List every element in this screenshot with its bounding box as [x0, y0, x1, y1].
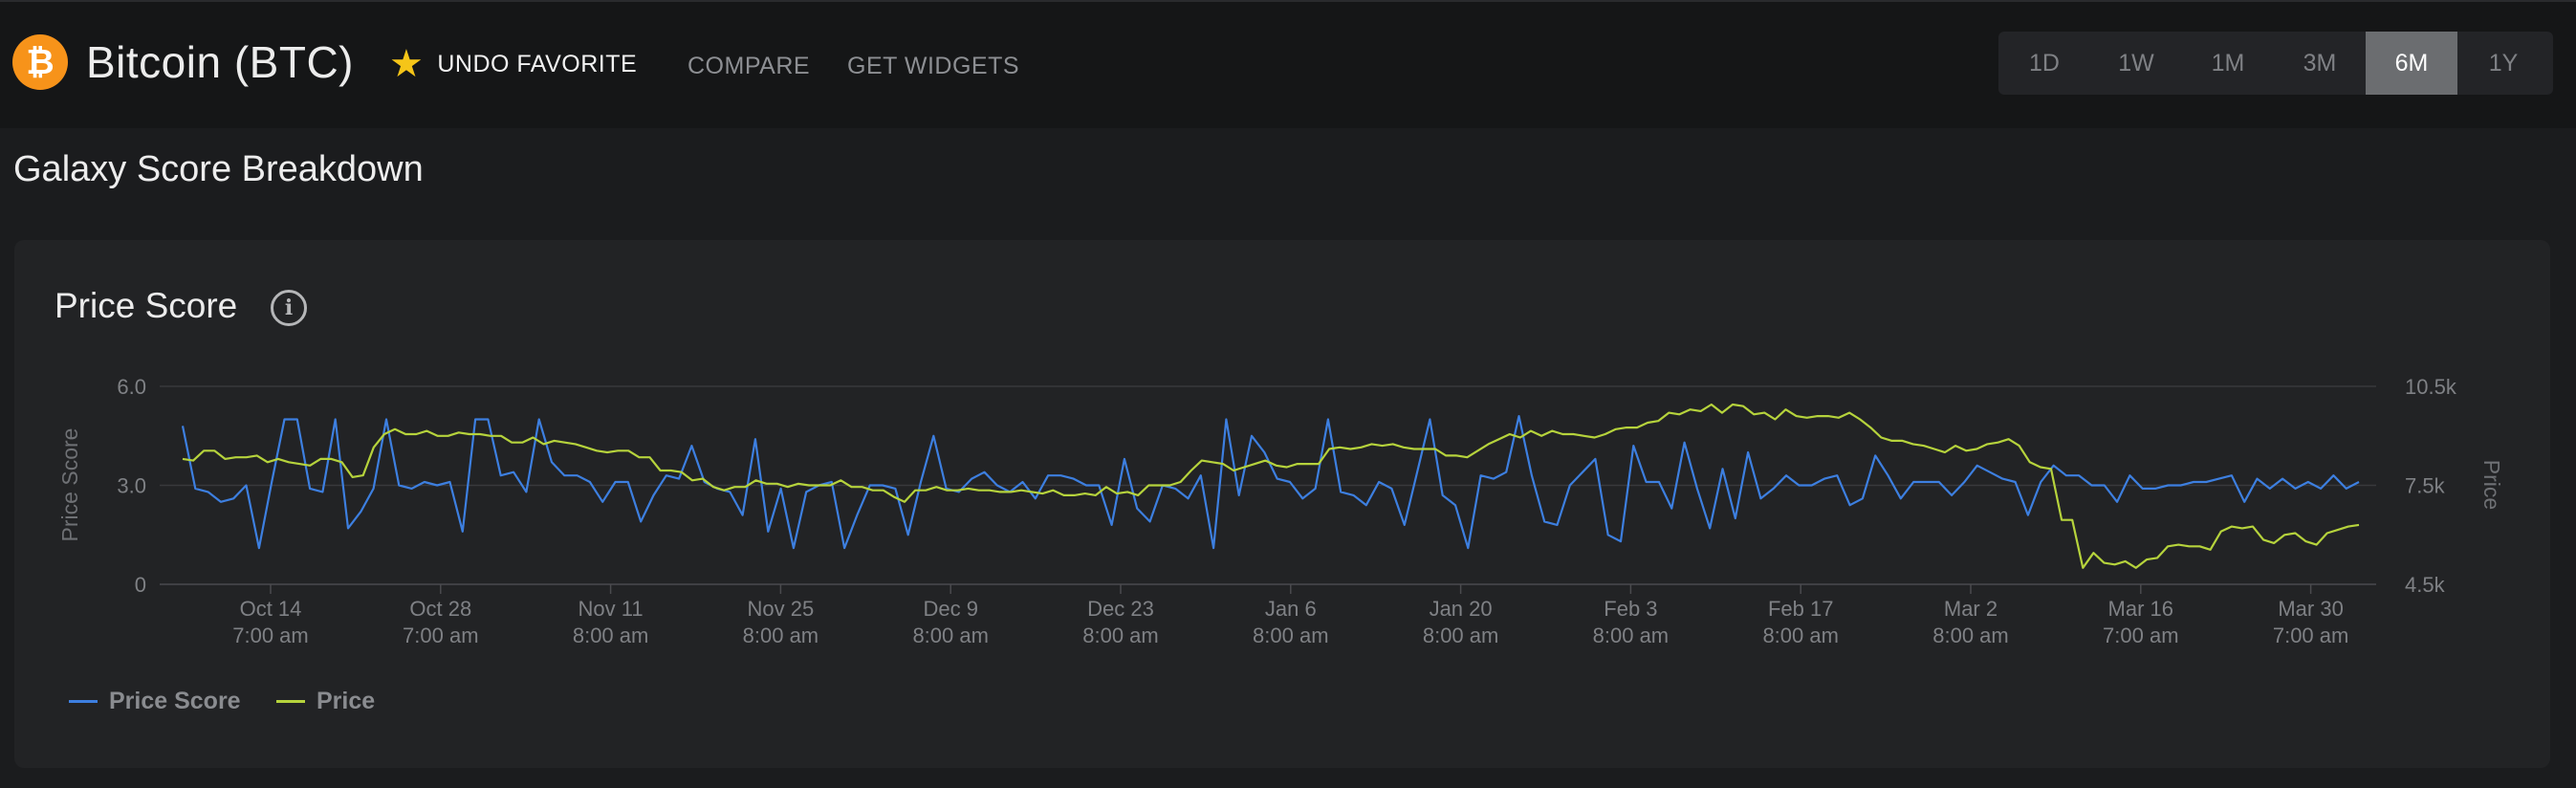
range-1y-button[interactable]: 1Y: [2488, 49, 2519, 77]
y-right-tick-label: 7.5k: [2405, 474, 2446, 498]
coin-title: Bitcoin (BTC): [86, 37, 354, 87]
star-icon: ★: [389, 43, 425, 85]
range-1d-button[interactable]: 1D: [2029, 49, 2060, 77]
x-tick-date-label: Feb 17: [1768, 597, 1834, 621]
compare-link[interactable]: COMPARE: [688, 53, 811, 79]
info-icon[interactable]: i: [271, 290, 307, 326]
y-right-tick-label: 4.5k: [2405, 573, 2446, 597]
x-tick-time-label: 8:00 am: [1253, 624, 1329, 647]
x-tick-date-label: Dec 23: [1087, 597, 1154, 621]
bitcoin-logo-icon: ₿: [12, 34, 68, 90]
range-6m-button[interactable]: 6M: [2366, 32, 2457, 95]
x-tick-time-label: 8:00 am: [1082, 624, 1159, 647]
x-tick-time-label: 7:00 am: [2103, 624, 2179, 647]
legend-label-price: Price: [317, 688, 376, 714]
y-left-tick-label: 0: [135, 573, 146, 597]
section-title: Galaxy Score Breakdown: [13, 149, 424, 189]
range-3m-button[interactable]: 3M: [2303, 49, 2337, 77]
x-tick-time-label: 8:00 am: [1593, 624, 1670, 647]
x-tick-time-label: 8:00 am: [1762, 624, 1839, 647]
x-tick-date-label: Mar 2: [1944, 597, 1997, 621]
x-tick-date-label: Oct 14: [240, 597, 302, 621]
card-title: Price Score: [55, 286, 238, 325]
price-score-chart: 6.0 10.5k 3.0 7.5k 0 4.5k Price Score Price Oct …: [57, 375, 2504, 647]
x-tick-date-label: Nov 11: [579, 597, 644, 621]
undo-favorite-button[interactable]: ★ UNDO FAVORITE: [389, 45, 637, 83]
price-score-card: Price Score i 6.0 10.5k 3.0 7.5k 0 4.5k Price …: [14, 240, 2550, 768]
x-tick-time-label: 8:00 am: [1932, 624, 2009, 647]
x-tick-date-label: Mar 30: [2278, 597, 2343, 621]
price-score-swatch: [69, 700, 98, 703]
get-widgets-link[interactable]: GET WIDGETS: [847, 53, 1020, 79]
x-tick-date-label: Feb 3: [1604, 597, 1657, 621]
series-line-price-score: [181, 415, 2360, 550]
x-tick-time-label: 8:00 am: [573, 624, 649, 647]
x-tick-date-label: Oct 28: [409, 597, 471, 621]
x-tick-date-label: Nov 25: [748, 597, 815, 621]
x-tick-date-label: Jan 6: [1265, 597, 1317, 621]
y-left-axis-title: Price Score: [57, 428, 82, 542]
series-line-price: [182, 403, 2360, 569]
y-right-tick-label: 10.5k: [2405, 375, 2457, 399]
x-tick-date-label: Mar 16: [2108, 597, 2173, 621]
x-tick-time-label: 8:00 am: [912, 624, 989, 647]
x-tick-time-label: 7:00 am: [2273, 624, 2349, 647]
legend-item-price[interactable]: Price: [276, 688, 375, 715]
x-tick-time-label: 8:00 am: [1423, 624, 1499, 647]
y-right-axis-title: Price: [2479, 460, 2504, 510]
y-left-tick-label: 6.0: [117, 375, 146, 399]
time-range-selector: 1D 1W 1M 3M 6M 1Y: [1998, 32, 2553, 95]
x-tick-date-label: Dec 9: [923, 597, 977, 621]
undo-favorite-label: UNDO FAVORITE: [437, 50, 638, 77]
legend-label-price-score: Price Score: [109, 688, 241, 714]
x-tick-date-label: Jan 20: [1430, 597, 1493, 621]
header-bar: ₿ Bitcoin (BTC) ★ UNDO FAVORITE COMPARE …: [0, 0, 2576, 128]
range-1m-button[interactable]: 1M: [2211, 49, 2245, 77]
legend-item-price-score[interactable]: Price Score: [69, 688, 241, 715]
x-tick-time-label: 7:00 am: [232, 624, 309, 647]
range-1w-button[interactable]: 1W: [2118, 49, 2154, 77]
x-tick-time-label: 8:00 am: [743, 624, 819, 647]
y-left-tick-label: 3.0: [117, 474, 146, 498]
x-tick-time-label: 7:00 am: [403, 624, 479, 647]
price-swatch: [276, 700, 305, 703]
